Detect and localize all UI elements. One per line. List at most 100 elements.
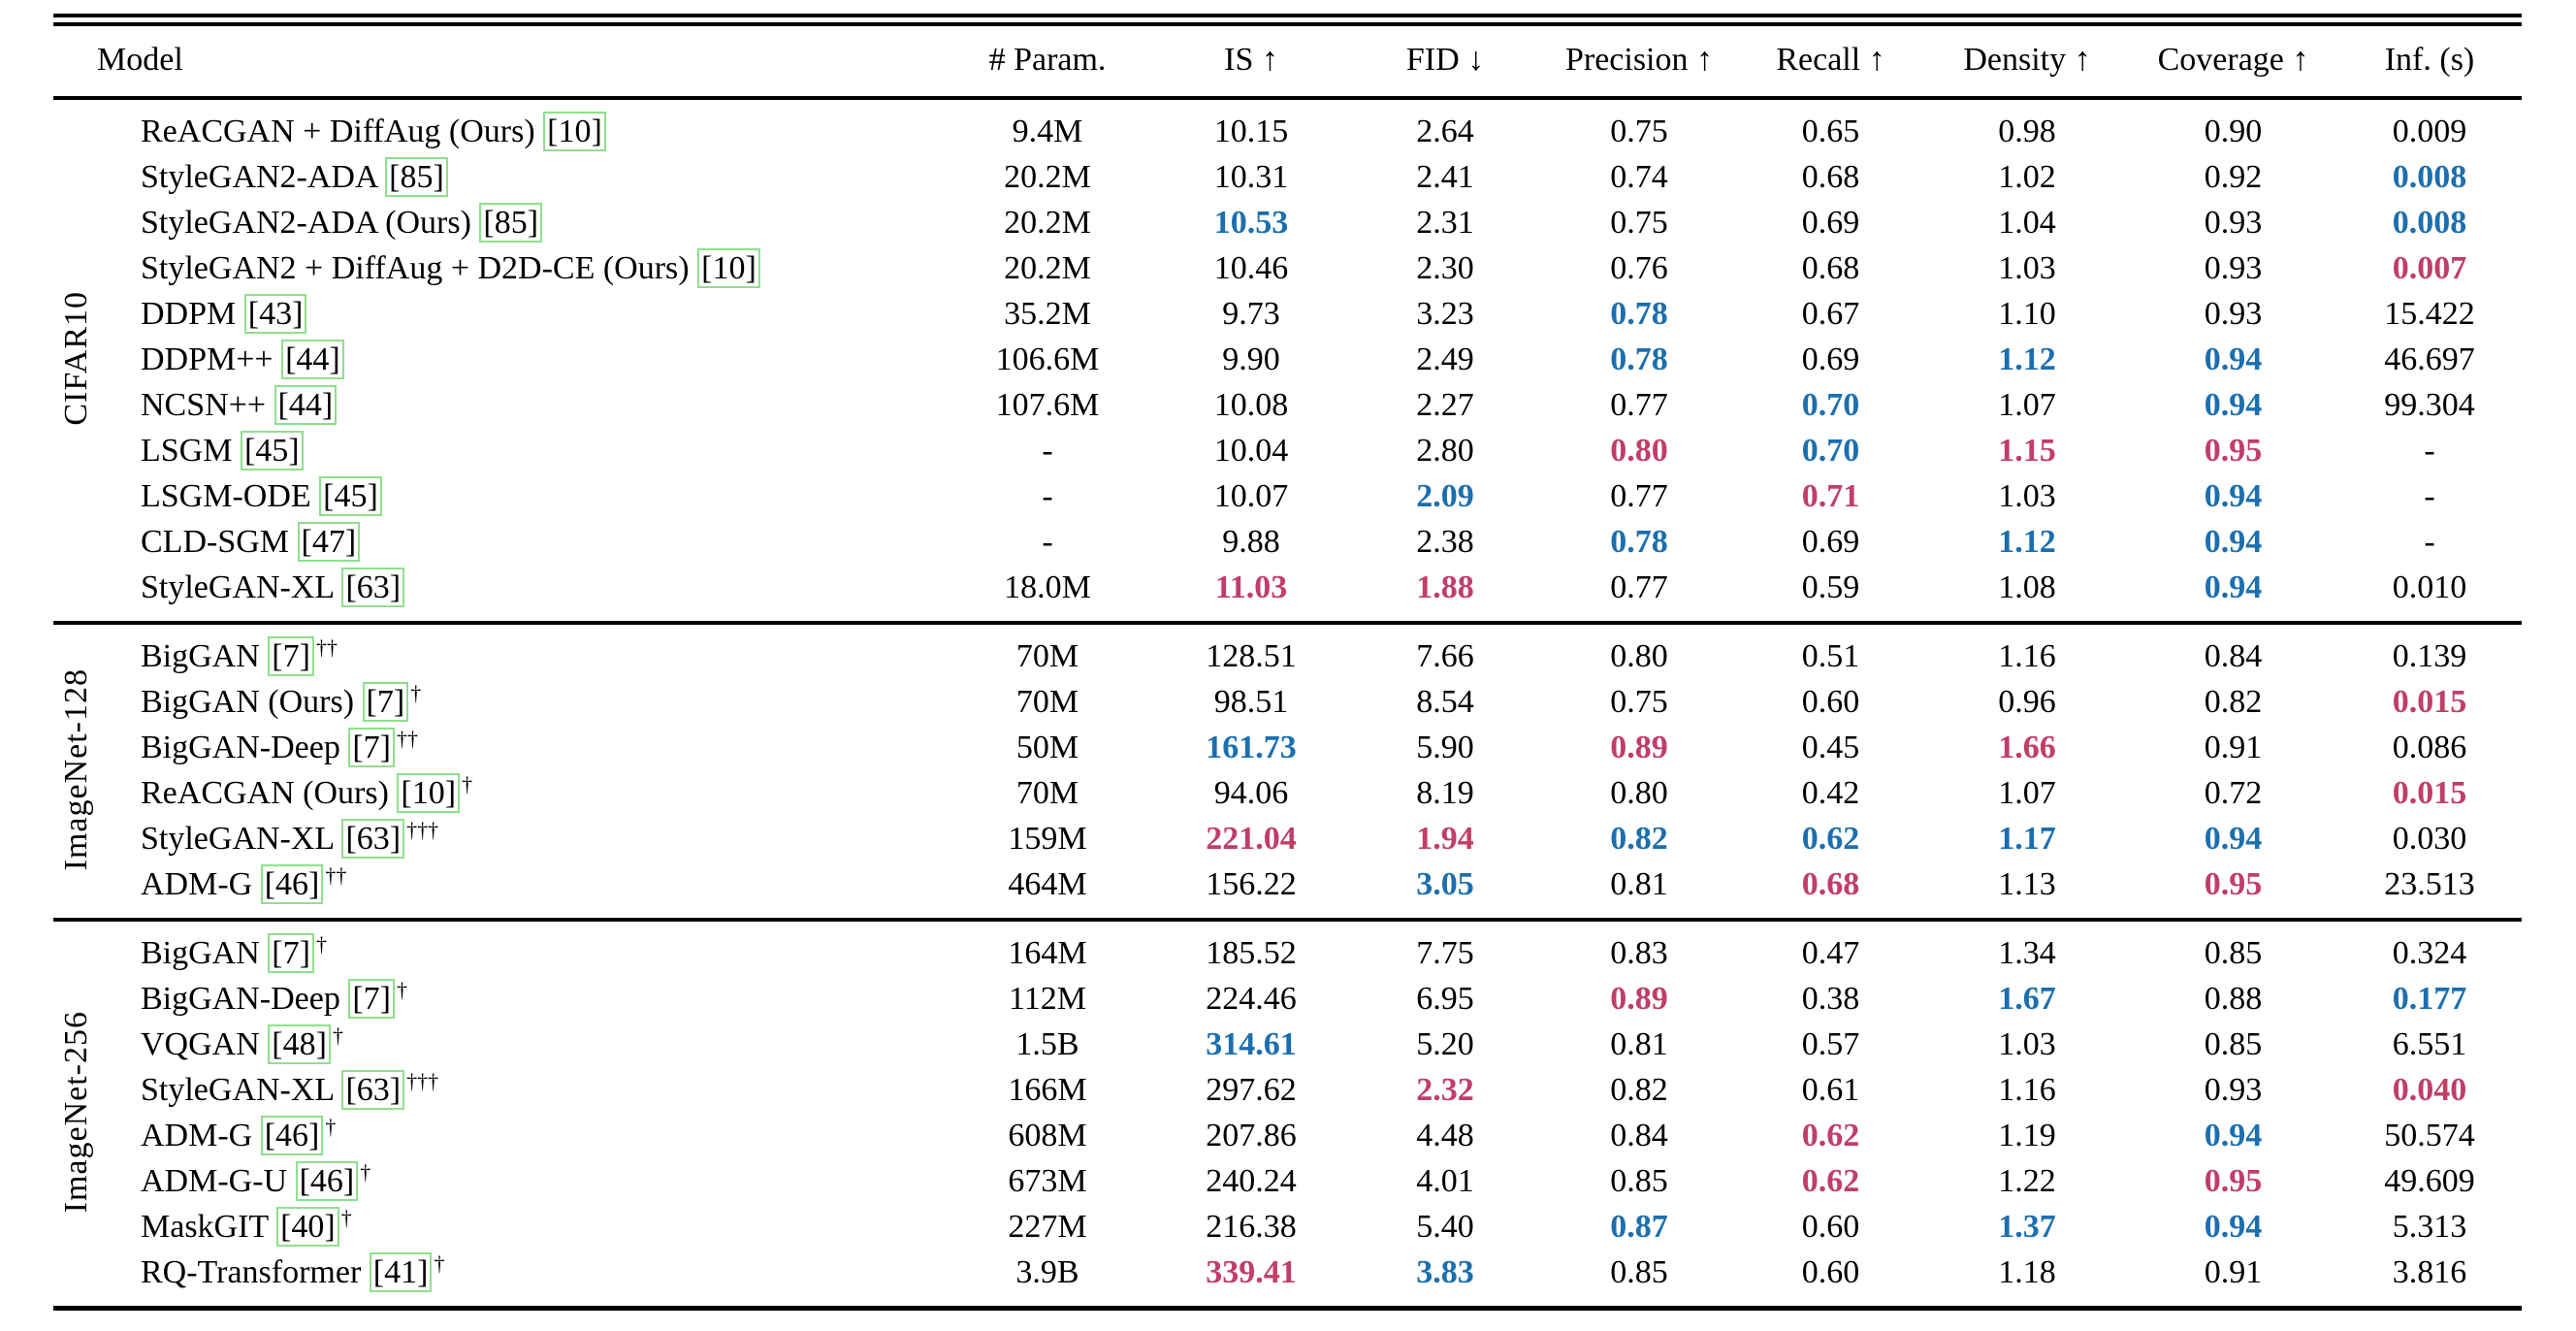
citation-ref-link[interactable]: [43] (243, 294, 307, 334)
metric-value: 0.88 (2204, 981, 2263, 1017)
metric-value: 0.62 (1801, 821, 1860, 857)
metric-value: 0.94 (2204, 569, 2263, 605)
metric-value: 6.95 (1416, 981, 1474, 1017)
metric-value: 128.51 (1206, 638, 1297, 674)
citation-ref-link[interactable]: [7] (348, 728, 395, 767)
metric-value: - (1042, 433, 1053, 469)
metric-value: 0.75 (1610, 205, 1668, 241)
citation-ref-link[interactable]: [10] (697, 248, 760, 288)
citation-ref-link[interactable]: [40] (276, 1207, 339, 1247)
metric-value: 240.24 (1206, 1163, 1297, 1199)
model-cell: ADM-G [46] † (97, 1113, 941, 1158)
metric-value: 106.6M (995, 341, 1100, 377)
metric-value: 0.72 (2204, 775, 2263, 811)
metric-value: 216.38 (1206, 1209, 1297, 1245)
citation-ref-link[interactable]: [48] (268, 1024, 331, 1064)
table-row: VQGAN [48] † 1.5B 314.61 5.20 0.81 0.57 1.03 0.8… (53, 1022, 2522, 1067)
model-cell: StyleGAN-XL [63] ††† (97, 816, 941, 861)
citation-ref-link[interactable]: [44] (274, 385, 338, 425)
metric-value: 0.71 (1801, 478, 1860, 514)
metric-value: 3.9B (1015, 1254, 1079, 1290)
metric-value: 70M (1015, 684, 1079, 720)
metric-value: 0.38 (1801, 981, 1860, 1017)
dagger-marker: †† (325, 862, 347, 888)
metric-value: 99.304 (2384, 387, 2475, 423)
citation-ref-link[interactable]: [46] (260, 1116, 324, 1155)
metric-value: 0.086 (2392, 730, 2467, 765)
metric-value: 0.85 (1610, 1163, 1668, 1199)
metric-value: 0.89 (1610, 981, 1668, 1017)
metric-value: 0.85 (1610, 1254, 1668, 1290)
metric-value: 0.82 (1610, 1072, 1668, 1108)
model-cell: LSGM [45] (97, 428, 941, 473)
metric-value: 3.816 (2392, 1254, 2467, 1290)
metric-value: 1.22 (1998, 1163, 2056, 1199)
results-table: Model # Param. IS ↑ FID ↓ Precision ↑ Re… (53, 26, 2522, 1306)
metric-value: 5.313 (2392, 1209, 2467, 1245)
metric-value: 0.60 (1801, 684, 1860, 720)
model-cell: LSGM-ODE [45] (97, 473, 941, 519)
citation-ref-link[interactable]: [10] (397, 773, 461, 813)
metric-value: 0.51 (1801, 638, 1860, 674)
metric-value: 0.93 (2204, 1072, 2263, 1108)
section-label-cell: ImageNet-128 (53, 623, 97, 920)
metric-value: 1.10 (1998, 296, 2056, 332)
citation-ref-link[interactable]: [46] (295, 1161, 359, 1201)
citation-ref-link[interactable]: [45] (240, 431, 304, 471)
citation-ref-link[interactable]: [7] (362, 682, 409, 722)
model-cell: ReACGAN + DiffAug (Ours) [10] (97, 98, 941, 154)
metric-value: 2.64 (1416, 114, 1474, 149)
citation-ref-link[interactable]: [47] (297, 522, 361, 562)
metric-value: 20.2M (1004, 205, 1091, 241)
metric-value: 314.61 (1206, 1026, 1297, 1062)
metric-value: 2.49 (1416, 341, 1474, 377)
citation-ref-link[interactable]: [41] (369, 1252, 433, 1292)
col-header-model: Model (97, 42, 183, 78)
metric-value: 1.19 (1998, 1118, 2056, 1153)
metric-value: 1.66 (1998, 730, 2056, 765)
table-row: StyleGAN2 + DiffAug + D2D-CE (Ours) [10]… (53, 245, 2522, 291)
metric-value: 0.76 (1610, 250, 1668, 286)
metric-value: 0.94 (2204, 387, 2263, 423)
metric-value: 107.6M (995, 387, 1100, 423)
metric-value: 0.80 (1610, 433, 1668, 469)
metric-value: 3.05 (1416, 866, 1474, 902)
metric-value: 0.65 (1801, 114, 1860, 149)
citation-ref-link[interactable]: [46] (260, 864, 324, 904)
model-cell: ADM-G-U [46] † (97, 1158, 941, 1204)
metric-value: 10.08 (1213, 387, 1289, 423)
citation-ref-link[interactable]: [7] (348, 979, 395, 1019)
metric-value: 0.95 (2204, 866, 2263, 902)
table-row: NCSN++ [44] 107.6M 10.08 2.27 0.77 0.70 1.07 0.… (53, 382, 2522, 428)
metric-value: 0.59 (1801, 569, 1860, 605)
model-name: BigGAN (141, 638, 260, 674)
col-header-inference: Inf. (s) (2384, 42, 2475, 78)
metric-value: 7.66 (1416, 638, 1474, 674)
metric-value: 1.02 (1998, 159, 2056, 195)
citation-ref-link[interactable]: [85] (479, 203, 543, 243)
metric-value: 2.80 (1416, 433, 1474, 469)
col-header-is: IS ↑ (1224, 42, 1278, 78)
metric-value: 0.78 (1610, 524, 1668, 560)
metric-value: 221.04 (1206, 821, 1297, 857)
dagger-marker: † (340, 1205, 352, 1230)
citation-ref-link[interactable]: [63] (341, 568, 405, 607)
citation-ref-link[interactable]: [44] (281, 340, 344, 379)
citation-ref-link[interactable]: [10] (543, 112, 606, 151)
metric-value: 0.80 (1610, 775, 1668, 811)
metric-value: 0.81 (1610, 866, 1668, 902)
metric-value: 224.46 (1206, 981, 1297, 1017)
metric-value: 0.45 (1801, 730, 1860, 765)
metric-value: 4.48 (1416, 1118, 1474, 1153)
citation-ref-link[interactable]: [63] (341, 1070, 405, 1110)
metric-value: 166M (1008, 1072, 1087, 1108)
metric-value: 1.16 (1998, 638, 2056, 674)
citation-ref-link[interactable]: [85] (385, 157, 448, 197)
citation-ref-link[interactable]: [45] (319, 476, 382, 516)
model-name: RQ-Transformer (141, 1254, 362, 1290)
metric-value: 0.93 (2204, 250, 2263, 286)
citation-ref-link[interactable]: [63] (341, 819, 405, 859)
model-cell: VQGAN [48] † (97, 1022, 941, 1067)
citation-ref-link[interactable]: [7] (268, 636, 314, 676)
citation-ref-link[interactable]: [7] (268, 933, 314, 973)
